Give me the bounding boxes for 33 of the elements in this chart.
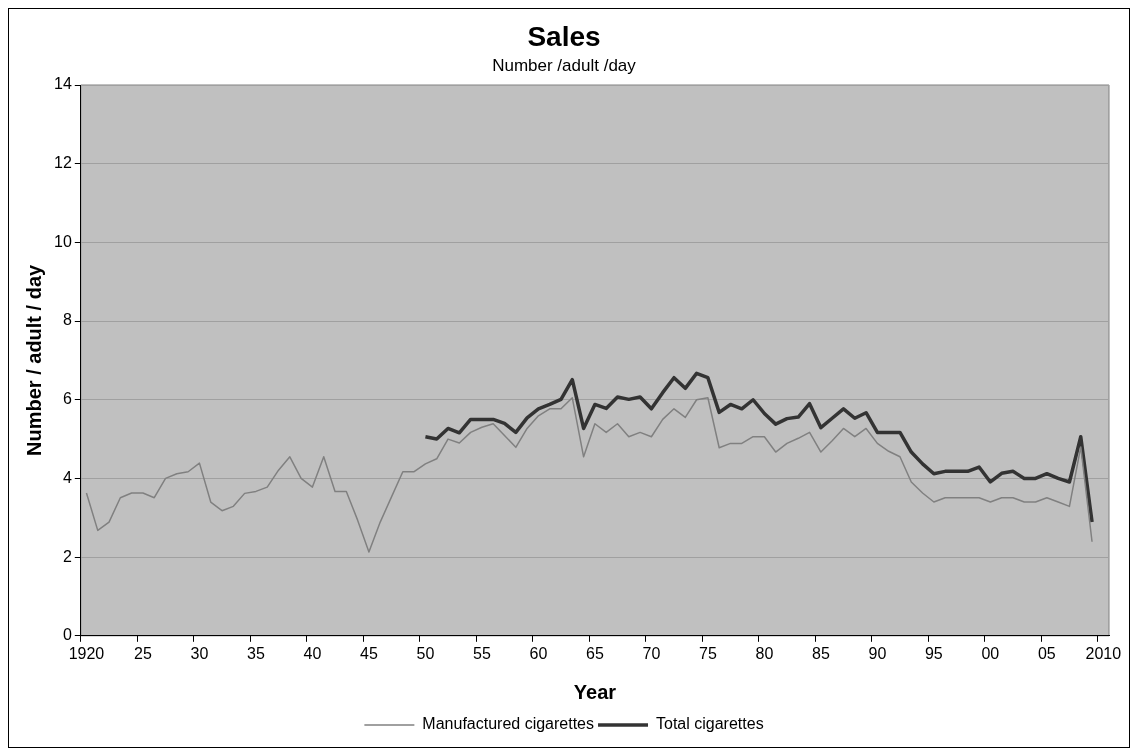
y-tick-label: 6 [62, 390, 72, 408]
x-tick-label: 50 [416, 644, 435, 662]
x-tick-label: 00 [981, 644, 1000, 662]
y-tick-label: 12 [54, 154, 72, 172]
y-tick-label: 2 [62, 547, 72, 565]
y-tick-label: 10 [54, 232, 72, 250]
x-tick-label: 65 [586, 644, 604, 662]
x-tick-label: 25 [134, 644, 152, 662]
x-tick-label: 85 [811, 644, 830, 662]
y-tick-label: 8 [62, 311, 72, 329]
x-tick-label: 60 [529, 644, 548, 662]
x-tick-label: 35 [247, 644, 265, 662]
y-axis-title: Number / adult / day [22, 263, 45, 456]
legend-label: Manufactured cigarettes [422, 715, 595, 733]
x-tick-label: 70 [642, 644, 661, 662]
x-tick-label: 95 [924, 644, 943, 662]
x-tick-label: 1920 [68, 644, 105, 662]
x-tick-label: 55 [473, 644, 491, 662]
chart-title: Sales [527, 20, 601, 52]
x-tick-label: 75 [698, 644, 717, 662]
y-tick-label: 4 [62, 468, 72, 486]
x-tick-label: 90 [868, 644, 887, 662]
legend-label: Total cigarettes [656, 715, 764, 733]
y-tick-label: 14 [54, 75, 72, 93]
x-axis-title: Year [573, 680, 617, 703]
x-tick-label: 30 [190, 644, 209, 662]
x-tick-label: 80 [755, 644, 774, 662]
x-tick-label: 2010 [1085, 644, 1122, 662]
chart-subtitle: Number /adult /day [492, 56, 637, 76]
y-tick-label: 0 [62, 626, 72, 644]
x-tick-label: 05 [1037, 644, 1056, 662]
x-tick-label: 40 [303, 644, 322, 662]
x-tick-label: 45 [360, 644, 378, 662]
